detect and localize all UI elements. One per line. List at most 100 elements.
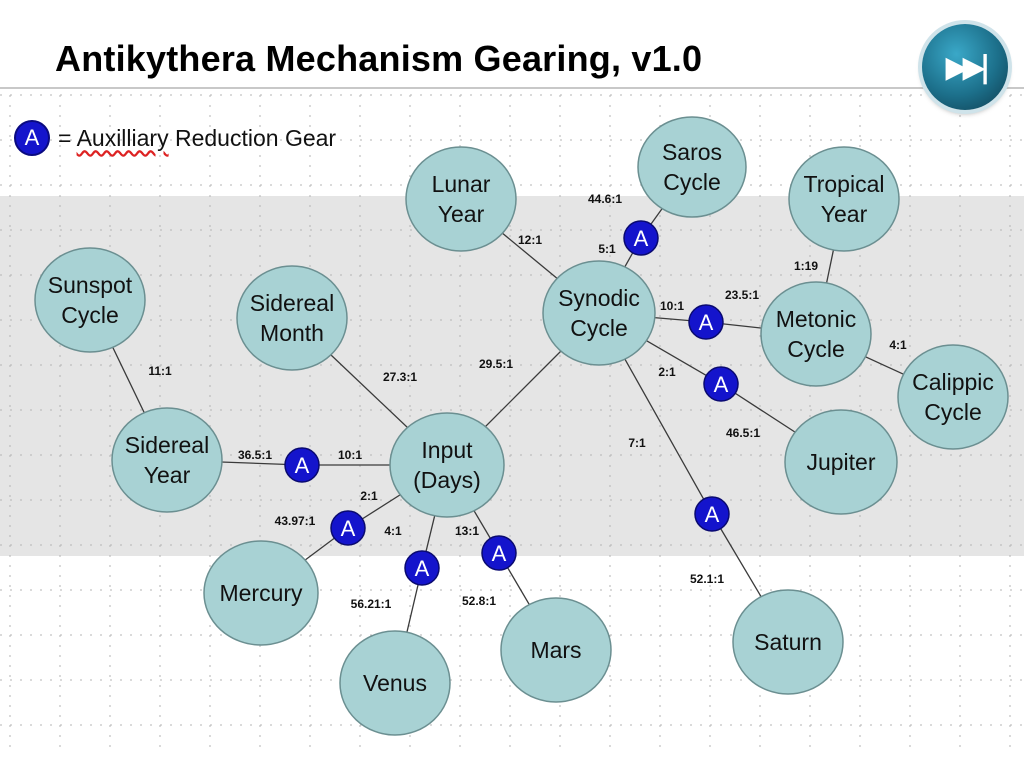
aux-mars-gear: A [481,535,517,571]
node-label: Input [421,437,473,463]
node-circle [34,247,146,353]
ratio-label: 2:1 [658,365,676,379]
ratio-label: 43.97:1 [275,514,316,528]
node-label: Cycle [787,336,845,362]
node-circle [788,146,900,252]
aux-gear-label: A [699,310,714,335]
ratio-label: 44.6:1 [588,192,622,206]
node-saros: Saros Cycle [637,116,747,218]
aux-saros-gear: A [623,220,659,256]
node-label: Cycle [924,399,982,425]
ratio-label: 52.1:1 [690,572,724,586]
node-circle [784,409,898,515]
node-label: Venus [363,670,427,696]
ratio-label: 4:1 [889,338,907,352]
node-circle [637,116,747,218]
aux-gear-label: A [634,226,649,251]
node-circle [236,265,348,371]
node-lunar-year: Lunar Year [405,146,517,252]
node-label: Mars [530,637,581,663]
legend: A = Auxilliary Reduction Gear [14,118,336,158]
node-label: Jupiter [806,449,875,475]
node-mercury: Mercury [203,540,319,646]
ratio-label: 10:1 [338,448,362,462]
node-label: Tropical [804,171,885,197]
ratio-label: 27.3:1 [383,370,417,384]
node-calippic: Calippic Cycle [897,344,1009,450]
node-label: Sidereal [250,290,334,316]
aux-mercury-gear: A [330,510,366,546]
node-circle [732,589,844,695]
node-label: Year [144,462,191,488]
ratio-label: 11:1 [148,364,172,378]
aux-gear-circle [330,510,366,546]
aux-gear-circle [623,220,659,256]
node-mars: Mars [500,597,612,703]
ratio-label: 36.5:1 [238,448,272,462]
node-circle [339,630,451,736]
node-label: Synodic [558,285,640,311]
node-circle [500,597,612,703]
ratio-label: 52.8:1 [462,594,496,608]
node-circle [389,412,505,518]
node-label: Sidereal [125,432,209,458]
node-saturn: Saturn [732,589,844,695]
node-label: Cycle [61,302,119,328]
node-label: Calippic [912,369,994,395]
aux-gear-circle [404,550,440,586]
node-label: Month [260,320,324,346]
node-circle [405,146,517,252]
node-circle [542,260,656,366]
node-label: Cycle [570,315,628,341]
node-label: Metonic [776,306,857,332]
node-metonic: Metonic Cycle [760,281,872,387]
node-synodic: Synodic Cycle [542,260,656,366]
ratio-label: 4:1 [384,524,402,538]
node-label: Saturn [754,629,822,655]
node-label: Year [821,201,868,227]
ratio-label: 13:1 [455,524,479,538]
ratio-label: 2:1 [360,489,378,503]
legend-word-auxilliary: Auxilliary [76,124,169,151]
aux-gear-circle [703,366,739,402]
node-label: Year [438,201,485,227]
node-tropical: Tropical Year [788,146,900,252]
ratio-label: 56.21:1 [351,597,392,611]
aux-jupiter-gear: A [703,366,739,402]
ratio-label: 23.5:1 [725,288,759,302]
ratio-label-layer: 11:1 27.3:1 36.5:1 10:1 29.5:1 2:1 43.97:1 4:1 1… [148,192,907,611]
node-sidereal-year: Sidereal Year [111,407,223,513]
node-circle [760,281,872,387]
aux-venus-gear: A [404,550,440,586]
aux-metonic-gear: A [688,304,724,340]
skip-forward-icon: ▶▶| [945,49,990,85]
node-circle [203,540,319,646]
node-circle [111,407,223,513]
aux-gear-circle [688,304,724,340]
legend-equals: = [58,124,72,151]
node-sunspot: Sunspot Cycle [34,247,146,353]
aux-gear-label: A [705,502,720,527]
legend-text: = Auxilliary Reduction Gear [58,125,336,152]
ratio-label: 10:1 [660,299,684,313]
node-label: Mercury [219,580,303,606]
aux-gear-label: A [492,541,507,566]
aux-gear-label: A [341,516,356,541]
legend-aux-gear-badge: A [14,120,50,156]
aux-gear-label: A [714,372,729,397]
node-jupiter: Jupiter [784,409,898,515]
node-sidereal-month: Sidereal Month [236,265,348,371]
node-label: (Days) [413,467,481,493]
aux-saturn-gear: A [694,496,730,532]
ratio-label: 5:1 [598,242,616,256]
aux-gear-label: A [295,453,310,478]
ratio-label: 29.5:1 [479,357,513,371]
ratio-label: 7:1 [628,436,646,450]
page-title: Antikythera Mechanism Gearing, v1.0 [55,38,703,79]
node-label: Sunspot [48,272,133,298]
next-slide-button[interactable]: ▶▶| [922,24,1008,110]
legend-rest: Reduction Gear [174,124,337,151]
